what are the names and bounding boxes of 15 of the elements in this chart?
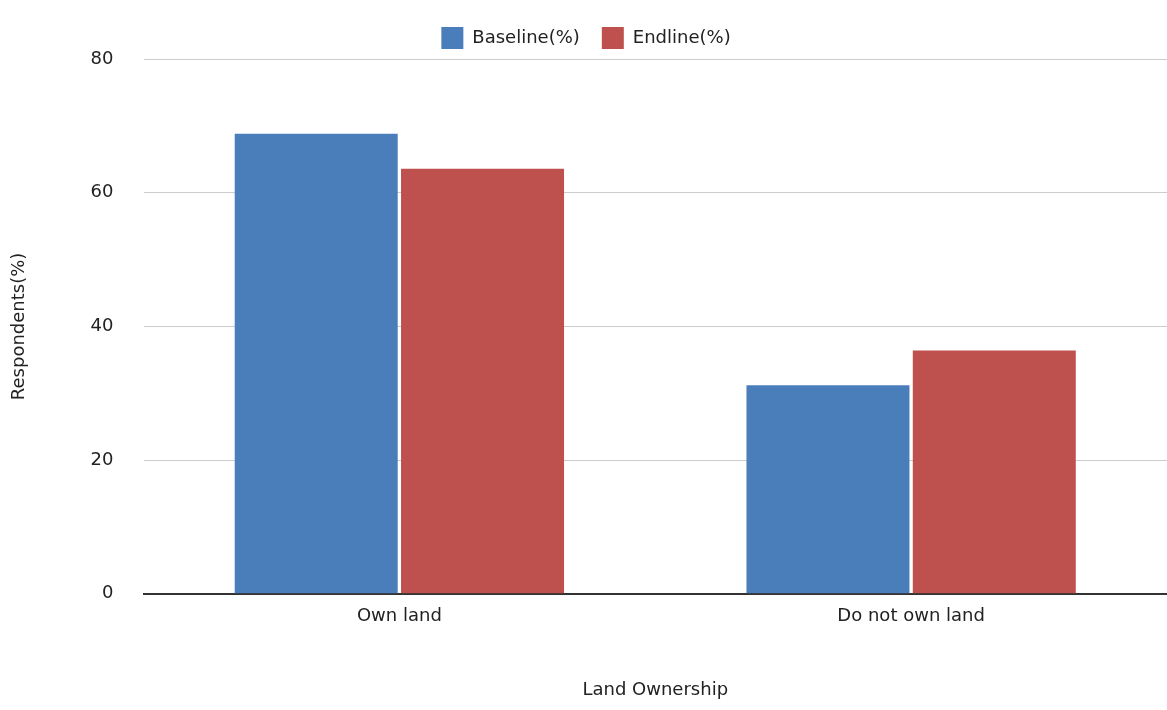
y-tick-label: 40 (90, 314, 114, 336)
bar (746, 385, 910, 594)
y-axis-title: Respondents(%) (7, 252, 29, 401)
y-tick-label: 20 (90, 447, 114, 469)
x-axis-title: Land Ownership (582, 677, 729, 699)
y-tick-label: 0 (102, 581, 114, 603)
x-tick-label: Do not own land (837, 604, 985, 626)
y-tick-label: 80 (90, 46, 114, 68)
y-tick-label: 60 (90, 180, 114, 202)
bar (401, 168, 565, 594)
legend-label: Endline(%) (632, 25, 731, 47)
legend-label: Baseline(%) (472, 25, 580, 47)
bar (912, 350, 1076, 594)
bar (234, 133, 398, 594)
x-tick-label: Own land (356, 604, 442, 626)
